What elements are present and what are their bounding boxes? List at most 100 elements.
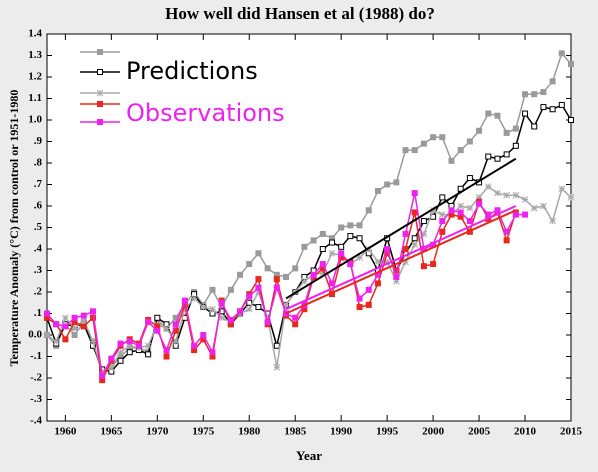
marker <box>283 273 290 280</box>
marker <box>494 155 501 162</box>
marker <box>255 276 262 283</box>
marker <box>255 304 262 311</box>
series-line <box>46 51 572 375</box>
x-tick-label: 2005 <box>468 426 491 438</box>
series-line <box>46 103 572 373</box>
marker <box>448 207 455 214</box>
marker <box>227 316 234 323</box>
marker <box>172 321 179 328</box>
marker <box>108 355 115 362</box>
marker <box>328 249 336 257</box>
marker <box>512 191 520 199</box>
marker <box>191 342 198 349</box>
marker <box>365 301 372 308</box>
marker <box>44 310 50 317</box>
marker <box>89 308 96 315</box>
marker <box>549 217 556 225</box>
marker <box>411 147 418 154</box>
legend-label: Predictions <box>126 57 258 85</box>
y-tick-label: .7 <box>34 178 43 190</box>
marker <box>439 218 446 225</box>
marker <box>347 222 354 229</box>
y-tick-label: 1.4 <box>28 28 42 40</box>
marker <box>52 338 60 345</box>
marker <box>144 342 152 350</box>
marker <box>246 293 253 300</box>
marker <box>503 151 510 158</box>
marker <box>420 263 427 270</box>
marker <box>301 277 308 285</box>
marker <box>255 288 262 296</box>
y-tick-label: .5 <box>34 221 43 233</box>
marker <box>273 276 280 283</box>
marker <box>264 319 271 326</box>
marker <box>154 327 161 334</box>
legend-marker <box>97 101 103 107</box>
marker <box>264 265 271 272</box>
marker <box>522 110 529 117</box>
marker <box>503 228 510 235</box>
marker <box>227 286 234 293</box>
marker <box>347 261 354 268</box>
x-axis-label: Year <box>296 448 322 463</box>
marker <box>420 218 427 225</box>
marker <box>475 194 483 201</box>
marker <box>411 241 419 249</box>
marker <box>365 286 372 293</box>
marker <box>347 233 354 240</box>
marker <box>80 316 88 324</box>
marker <box>540 104 547 111</box>
marker <box>438 211 446 218</box>
trend-line <box>285 205 517 311</box>
marker <box>246 261 253 268</box>
marker <box>292 321 299 328</box>
marker <box>71 332 78 338</box>
marker <box>457 209 464 216</box>
x-tick-label: 1985 <box>284 426 307 438</box>
marker <box>411 235 418 242</box>
y-axis-label: Temperature Anomaly (°C) from control or… <box>7 90 21 367</box>
x-tick-label: 2015 <box>560 426 583 438</box>
legend-marker <box>97 69 103 75</box>
marker <box>356 254 363 261</box>
marker <box>402 258 409 266</box>
marker <box>62 314 69 322</box>
marker <box>466 204 474 212</box>
marker <box>328 239 335 246</box>
marker <box>439 134 446 141</box>
marker <box>145 351 152 358</box>
marker <box>392 277 400 285</box>
x-tick-label: 1995 <box>376 426 399 438</box>
marker <box>530 204 538 212</box>
y-tick-label: 1.1 <box>28 92 42 104</box>
marker <box>466 218 473 225</box>
trend-line <box>285 209 517 315</box>
marker <box>163 347 170 354</box>
marker <box>209 286 216 293</box>
marker <box>512 211 519 218</box>
marker <box>319 261 326 268</box>
marker <box>117 340 124 347</box>
chart-title: How well did Hansen et al (1988) do? <box>165 4 435 23</box>
marker <box>494 189 501 197</box>
marker <box>282 301 290 309</box>
marker <box>558 101 565 108</box>
marker <box>568 61 574 68</box>
marker <box>457 147 464 154</box>
marker <box>411 190 418 197</box>
marker <box>522 91 529 98</box>
marker <box>365 207 372 214</box>
marker <box>439 228 446 235</box>
marker <box>181 305 189 313</box>
x-tick-label: 1990 <box>330 426 353 438</box>
marker <box>273 284 280 291</box>
marker <box>374 280 381 287</box>
marker <box>199 303 207 311</box>
marker <box>512 125 519 132</box>
x-tick-label: 1965 <box>100 426 123 438</box>
marker <box>43 331 51 339</box>
marker <box>356 295 363 302</box>
marker <box>319 230 326 237</box>
y-tick-label: .1 <box>34 307 42 319</box>
marker <box>301 243 308 250</box>
